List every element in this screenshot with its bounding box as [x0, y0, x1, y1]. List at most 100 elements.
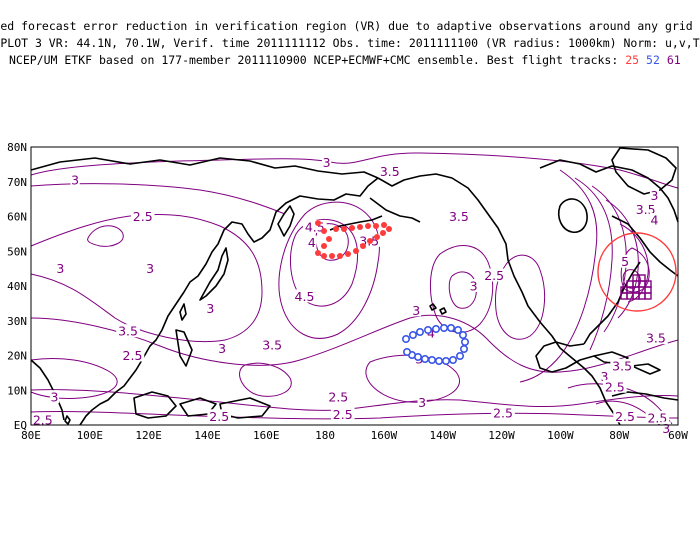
contour-label: 3 — [470, 279, 478, 294]
flight-track-52 — [401, 323, 469, 365]
track-25-marker — [341, 226, 347, 232]
flight-track-52-label: 52 — [646, 53, 660, 67]
contour-label: 2.5 — [33, 412, 53, 427]
north-america-coastline — [377, 173, 621, 426]
contour-label-background — [326, 390, 351, 404]
contour-label: 3.5 — [449, 209, 469, 224]
contour-line — [290, 218, 358, 307]
contour-label: 3.5 — [118, 324, 138, 339]
longitude-label: 120W — [488, 429, 515, 442]
latitude-label: 40N — [7, 280, 27, 293]
track-52-marker — [460, 337, 469, 346]
track-61-marker — [644, 280, 652, 288]
contour-label-background — [633, 202, 658, 216]
flight-track-25 — [315, 220, 392, 259]
contour-label: 3.5 — [646, 331, 666, 346]
track-52-marker — [455, 351, 464, 360]
track-25-marker — [374, 234, 380, 240]
hudson-bay — [557, 198, 588, 234]
contour-label-background — [30, 412, 55, 426]
track-61-marker — [638, 274, 646, 282]
contour-label: 3 — [650, 188, 658, 203]
track-52-marker — [431, 324, 440, 333]
contour-label: 2.5 — [484, 268, 504, 283]
contour-line — [429, 245, 494, 333]
contour-label: 2.5 — [605, 379, 625, 394]
longitude-label: 100W — [547, 429, 574, 442]
contour-label: 2.5 — [333, 407, 353, 422]
latitude-label: 50N — [7, 245, 27, 258]
track-52-marker — [415, 327, 424, 336]
track-25-marker — [353, 248, 359, 254]
track-25-marker — [333, 226, 339, 232]
contour-label-background — [217, 341, 227, 355]
track-25-marker — [321, 243, 327, 249]
contour-label: 3.5 — [262, 338, 282, 353]
contour-label-background — [260, 338, 284, 352]
contour-label-background — [321, 155, 332, 169]
contour-label: 4 — [427, 325, 435, 340]
map-frame — [30, 146, 679, 426]
contour-line — [30, 314, 679, 373]
contour-label-background — [330, 407, 355, 421]
contour-label-background — [645, 411, 670, 425]
contour-label: 2.5 — [328, 390, 348, 405]
flight-track-25-label: 25 — [625, 53, 639, 67]
track-25-marker — [337, 253, 343, 259]
track-25-marker — [365, 223, 371, 229]
contour-line — [278, 201, 380, 339]
contour-label-background — [411, 303, 421, 317]
track-25-marker — [386, 226, 392, 232]
philippines — [175, 329, 193, 367]
longitude-labels: 80E 100E 120E 140E 160E 180 160W 140W 120W 100W 80… — [21, 429, 688, 442]
header-line-1: Expected forecast error reduction in ver… — [0, 19, 700, 33]
contour-label: 3 — [323, 155, 331, 170]
contour-label: 3 — [146, 261, 154, 276]
gulf-of-mexico — [535, 341, 595, 373]
track-25-marker — [357, 224, 363, 230]
contour-label-background — [644, 331, 668, 345]
track-25-marker — [321, 228, 327, 234]
contour-label: 3.5 — [380, 164, 400, 179]
contour-label: 5 — [621, 254, 629, 269]
contour-label-background — [491, 405, 515, 419]
contour-label-background — [599, 369, 610, 383]
contour-line — [315, 223, 349, 261]
taiwan — [179, 303, 187, 321]
map-background — [31, 147, 678, 425]
track-52-marker — [441, 356, 450, 365]
track-52-marker — [427, 355, 436, 364]
track-25-marker — [349, 225, 355, 231]
contour-label-background — [307, 235, 317, 249]
track-25-marker — [373, 223, 379, 229]
japan — [199, 247, 229, 301]
contour-label-background — [602, 379, 627, 393]
contour-label: 3 — [71, 173, 79, 188]
longitude-label: 60W — [668, 429, 688, 442]
contour-label: 3 — [662, 421, 670, 436]
contour-label-background — [49, 390, 60, 404]
header-line-2: PLOT 3 VR: 44.1N, 70.1W, Verif. time 201… — [0, 36, 699, 50]
contour-label-background — [207, 409, 232, 423]
contour-label-background — [649, 212, 660, 226]
latitude-label: 70N — [7, 176, 27, 189]
contour-line — [574, 177, 613, 351]
contour-label-background — [469, 279, 479, 292]
track-52-marker — [408, 330, 417, 339]
contour-line — [519, 169, 598, 383]
track-52-marker — [446, 323, 455, 332]
contour-label-background — [116, 324, 140, 338]
contour-label-background — [377, 164, 402, 178]
latitude-label: 20N — [7, 350, 27, 363]
contour-label: 3 — [51, 390, 59, 405]
contour-lines — [30, 152, 679, 426]
hawaii — [429, 303, 447, 315]
contour-label: 4.5 — [295, 289, 315, 304]
canadian-arctic — [539, 159, 679, 223]
sri-lanka — [64, 415, 71, 425]
longitude-label: 140W — [429, 429, 456, 442]
contour-line — [622, 269, 641, 289]
longitude-label: 160W — [371, 429, 398, 442]
longitude-label: 140E — [194, 429, 221, 442]
contour-line — [30, 389, 679, 411]
